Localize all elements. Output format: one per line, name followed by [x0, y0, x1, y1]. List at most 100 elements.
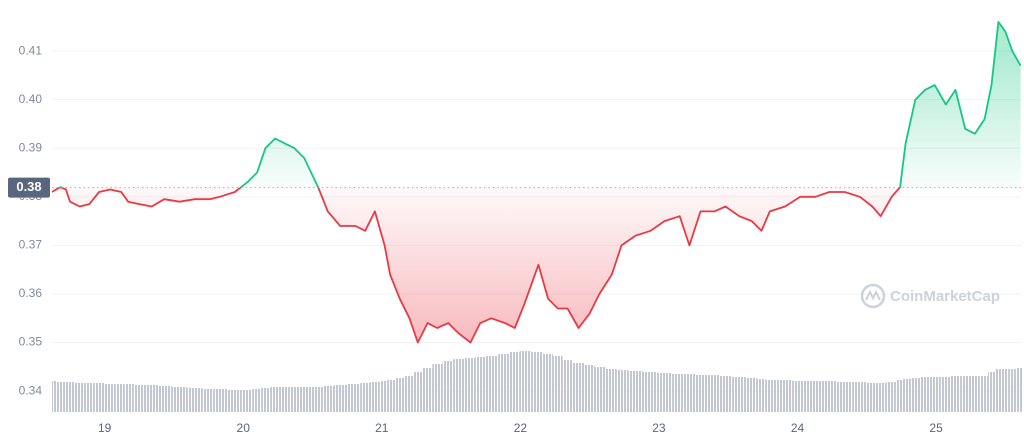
volume-bar — [171, 387, 188, 412]
volume-bar — [158, 386, 172, 412]
volume-bar — [115, 384, 125, 412]
volume-bar — [52, 381, 57, 412]
y-tick-label: 0.41 — [19, 43, 43, 57]
volume-bar — [616, 370, 629, 412]
volume-bar — [67, 382, 75, 412]
volume-bar — [910, 378, 921, 412]
volume-bar — [202, 389, 215, 412]
x-tick-label: 19 — [98, 421, 112, 435]
volume-bar — [807, 381, 823, 412]
volume-bar — [543, 354, 553, 412]
y-tick-label: 0.39 — [19, 140, 43, 154]
volume-bar — [822, 381, 838, 412]
volume-bar — [442, 361, 454, 412]
volume-bar — [684, 374, 695, 412]
volume-bar — [519, 351, 532, 412]
volume-bar — [929, 377, 941, 412]
volume-bar — [1016, 368, 1022, 412]
volume-bar — [422, 368, 433, 412]
x-tick-label: 23 — [652, 421, 666, 435]
volume-bar — [920, 377, 930, 412]
watermark: CoinMarketCap — [860, 283, 1000, 309]
volume-bar — [498, 354, 510, 412]
volume-bar — [895, 380, 903, 412]
volume-bar — [562, 360, 574, 412]
volume-bar — [777, 380, 793, 412]
volume-bar — [876, 383, 887, 412]
reference-badge — [8, 177, 50, 198]
volume-bar — [279, 387, 290, 412]
price-line-down — [52, 187, 901, 344]
y-tick-label: 0.40 — [19, 92, 43, 106]
volume-bar — [241, 390, 253, 412]
volume-bar — [1008, 369, 1017, 412]
watermark-text: CoinMarketCap — [890, 288, 1000, 305]
volume-bar — [104, 384, 116, 412]
x-tick-label: 25 — [929, 421, 943, 435]
volume-bar — [464, 358, 476, 412]
volume-bar — [584, 365, 595, 412]
volume-bar — [360, 383, 371, 412]
volume-bar — [643, 372, 658, 412]
x-tick-label: 20 — [237, 421, 251, 435]
volume-bar — [657, 373, 673, 412]
volume-bar — [902, 379, 911, 412]
watermark-logo-mark — [865, 289, 881, 301]
volume-bar — [792, 381, 808, 412]
volume-bar — [311, 387, 323, 412]
volume-bar — [432, 364, 443, 412]
volume-bar — [485, 356, 499, 412]
volume-bar — [994, 369, 1002, 412]
area-down — [52, 187, 1021, 343]
volume-bar — [270, 387, 280, 412]
volume-bar — [950, 376, 961, 412]
volume-bar — [988, 372, 995, 412]
volume-bar — [289, 387, 300, 412]
y-tick-label: 0.37 — [19, 238, 43, 252]
volume-bar — [322, 386, 334, 412]
volume-bar — [552, 356, 563, 412]
volume-bar — [299, 387, 312, 412]
volume-bar — [756, 379, 766, 412]
x-tick-label: 21 — [375, 421, 389, 435]
volume-bar — [475, 357, 486, 412]
volume-bar — [707, 375, 720, 412]
volume-bar — [94, 383, 105, 412]
volume-bar — [333, 385, 348, 412]
volume-bar — [187, 388, 203, 412]
volume-bar — [628, 371, 644, 412]
volume-bar — [394, 378, 405, 412]
volume-bar — [84, 383, 95, 412]
volume-bar — [387, 380, 395, 412]
volume-bar — [886, 382, 896, 412]
y-tick-label: 0.36 — [19, 286, 43, 300]
volume-bars — [52, 351, 1022, 412]
y-tick-label: 0.34 — [19, 383, 43, 397]
volume-bar — [605, 369, 617, 412]
volume-bar — [453, 359, 465, 412]
volume-bar — [531, 352, 544, 412]
volume-bar — [745, 378, 757, 412]
volume-bar — [379, 381, 388, 412]
volume-bar — [347, 384, 361, 412]
volume-bar — [413, 372, 423, 412]
volume-bar — [1001, 369, 1009, 412]
volume-bar — [404, 376, 414, 412]
volume-bar — [252, 389, 262, 412]
volume-bar — [56, 382, 64, 412]
volume-bar — [261, 388, 271, 412]
volume-bar — [765, 380, 778, 412]
volume-bar — [227, 390, 242, 412]
volume-bar — [719, 376, 733, 412]
volume-bar — [866, 383, 877, 412]
volume-bar — [694, 375, 708, 412]
volume-bar — [145, 385, 159, 412]
volume-bar — [960, 376, 971, 412]
volume-bar — [594, 367, 606, 412]
volume-bar — [370, 382, 380, 412]
x-tick-label: 22 — [514, 421, 528, 435]
volume-bar — [837, 382, 853, 412]
watermark-logo — [860, 283, 886, 309]
